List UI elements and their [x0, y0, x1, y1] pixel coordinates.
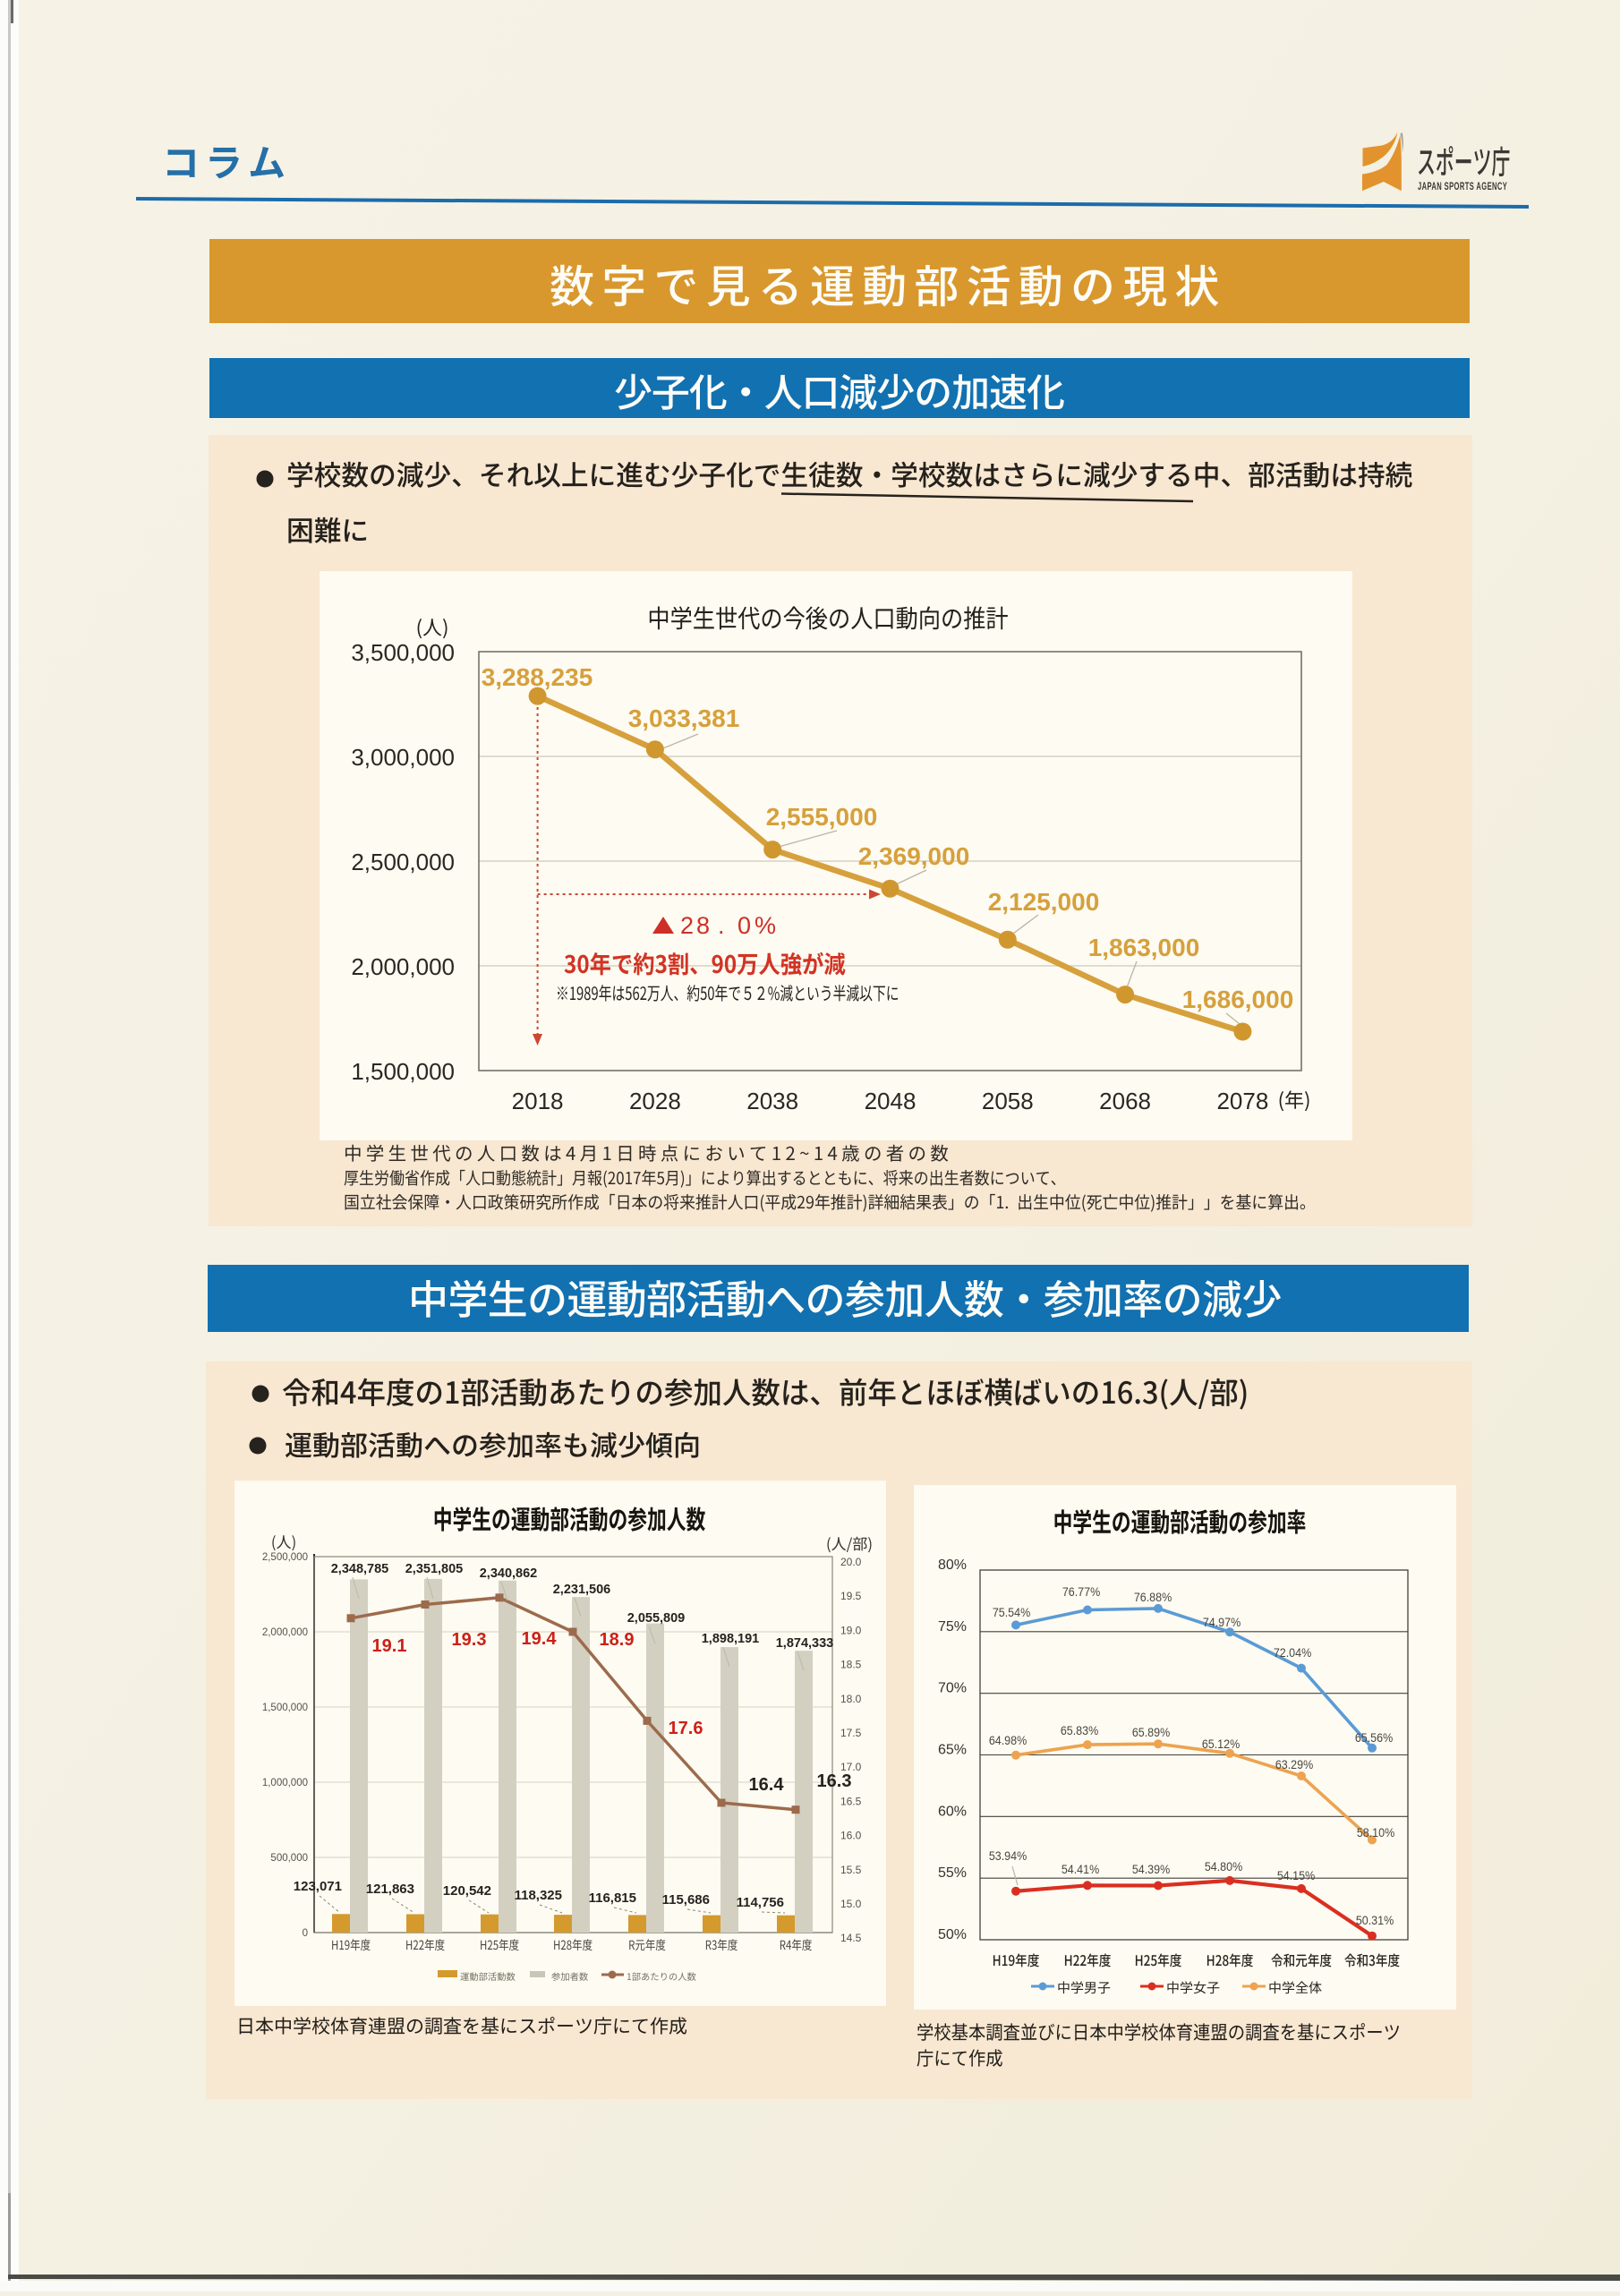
svg-text:15.5: 15.5	[840, 1864, 862, 1876]
svg-text:65.89%: 65.89%	[1132, 1726, 1171, 1740]
svg-text:JAPAN SPORTS AGENCY: JAPAN SPORTS AGENCY	[1418, 182, 1507, 193]
svg-text:65.12%: 65.12%	[1202, 1737, 1241, 1752]
svg-text:2,351,805: 2,351,805	[405, 1562, 464, 1576]
svg-text:2058: 2058	[982, 1088, 1034, 1114]
svg-text:1,000,000: 1,000,000	[262, 1778, 308, 1788]
svg-text:2,231,506: 2,231,506	[553, 1583, 611, 1597]
svg-text:50.31%: 50.31%	[1356, 1914, 1394, 1928]
svg-text:17.0: 17.0	[840, 1761, 862, 1773]
svg-text:120,542: 120,542	[443, 1883, 491, 1899]
svg-text:2,348,785: 2,348,785	[331, 1562, 389, 1576]
svg-text:74.97%: 74.97%	[1203, 1616, 1241, 1630]
svg-text:18.5: 18.5	[840, 1659, 862, 1671]
svg-text:3,500,000: 3,500,000	[351, 639, 455, 666]
svg-text:114,756: 114,756	[737, 1895, 784, 1910]
svg-text:72.04%: 72.04%	[1274, 1646, 1312, 1660]
svg-text:17.5: 17.5	[840, 1727, 862, 1739]
svg-text:65.56%: 65.56%	[1355, 1731, 1394, 1745]
svg-text:118,325: 118,325	[515, 1888, 562, 1903]
svg-text:15.0: 15.0	[840, 1898, 862, 1910]
svg-text:75.54%: 75.54%	[993, 1606, 1031, 1620]
svg-text:1,863,000: 1,863,000	[1088, 934, 1200, 961]
svg-text:123,071: 123,071	[294, 1879, 342, 1894]
svg-text:1,874,333: 1,874,333	[776, 1636, 834, 1651]
svg-text:19.4: 19.4	[522, 1629, 558, 1649]
svg-text:64.98%: 64.98%	[989, 1734, 1027, 1748]
svg-text:18.0: 18.0	[840, 1693, 862, 1705]
svg-text:80%: 80%	[938, 1558, 967, 1573]
svg-text:16.4: 16.4	[749, 1775, 785, 1795]
svg-text:2,500,000: 2,500,000	[351, 849, 455, 875]
svg-text:1,500,000: 1,500,000	[262, 1703, 308, 1713]
svg-text:60%: 60%	[938, 1804, 967, 1819]
svg-text:19.1: 19.1	[372, 1636, 407, 1656]
svg-text:3,000,000: 3,000,000	[351, 744, 455, 771]
svg-text:2,000,000: 2,000,000	[262, 1627, 308, 1638]
svg-text:70%: 70%	[938, 1681, 967, 1696]
svg-text:18.9: 18.9	[600, 1630, 635, 1650]
svg-text:2,369,000: 2,369,000	[858, 842, 970, 870]
svg-text:1,898,191: 1,898,191	[702, 1632, 760, 1646]
svg-text:20.0: 20.0	[840, 1556, 862, 1568]
svg-text:1,686,000: 1,686,000	[1182, 986, 1294, 1013]
svg-text:.: .	[718, 912, 725, 939]
svg-text:19.3: 19.3	[452, 1630, 487, 1650]
svg-text:1,500,000: 1,500,000	[351, 1058, 455, 1085]
svg-text:76.88%: 76.88%	[1134, 1591, 1172, 1605]
svg-text:2: 2	[680, 912, 694, 939]
svg-text:2038: 2038	[746, 1088, 798, 1114]
svg-text:16.3: 16.3	[817, 1771, 852, 1791]
svg-text:75%: 75%	[938, 1619, 967, 1635]
svg-text:2,125,000: 2,125,000	[988, 888, 1100, 916]
svg-text:0: 0	[303, 1928, 308, 1939]
svg-text:3,033,381: 3,033,381	[628, 704, 740, 732]
svg-text:2078: 2078	[1216, 1088, 1268, 1114]
svg-text:54.80%: 54.80%	[1205, 1860, 1243, 1874]
svg-text:121,863: 121,863	[366, 1882, 414, 1897]
svg-text:63.29%: 63.29%	[1275, 1758, 1314, 1772]
svg-text:2,055,809: 2,055,809	[627, 1611, 686, 1626]
svg-text:54.39%: 54.39%	[1132, 1863, 1171, 1877]
svg-text:17.6: 17.6	[669, 1719, 703, 1738]
svg-text:0: 0	[738, 912, 751, 939]
svg-text:16.5: 16.5	[840, 1795, 862, 1807]
svg-text:2068: 2068	[1099, 1088, 1151, 1114]
svg-text:2,000,000: 2,000,000	[351, 953, 455, 980]
svg-text:58.10%: 58.10%	[1357, 1826, 1395, 1840]
svg-text:65.83%: 65.83%	[1061, 1724, 1099, 1738]
svg-text:2,340,862: 2,340,862	[480, 1566, 538, 1581]
svg-text:116,815: 116,815	[589, 1891, 636, 1906]
svg-text:2018: 2018	[512, 1088, 564, 1114]
svg-text:53.94%: 53.94%	[989, 1849, 1027, 1864]
svg-text:55%: 55%	[938, 1865, 967, 1881]
svg-text:115,686: 115,686	[662, 1892, 710, 1908]
svg-text:2,500,000: 2,500,000	[262, 1552, 308, 1563]
svg-text:3,288,235: 3,288,235	[482, 663, 593, 691]
svg-text:2048: 2048	[865, 1088, 917, 1114]
svg-text:%: %	[755, 912, 776, 939]
svg-text:50%: 50%	[938, 1927, 967, 1942]
svg-text:14.5: 14.5	[840, 1932, 862, 1944]
svg-text:65%: 65%	[938, 1743, 967, 1758]
svg-text:2028: 2028	[629, 1088, 681, 1114]
svg-text:19.5: 19.5	[840, 1590, 862, 1602]
svg-text:76.77%: 76.77%	[1062, 1585, 1101, 1600]
svg-text:54.15%: 54.15%	[1277, 1869, 1316, 1883]
svg-text:500,000: 500,000	[270, 1853, 308, 1864]
svg-text:16.0: 16.0	[840, 1830, 862, 1842]
svg-text:2,555,000: 2,555,000	[766, 803, 878, 831]
svg-text:54.41%: 54.41%	[1062, 1863, 1100, 1877]
svg-text:8: 8	[696, 912, 710, 939]
svg-text:19.0: 19.0	[840, 1624, 862, 1636]
